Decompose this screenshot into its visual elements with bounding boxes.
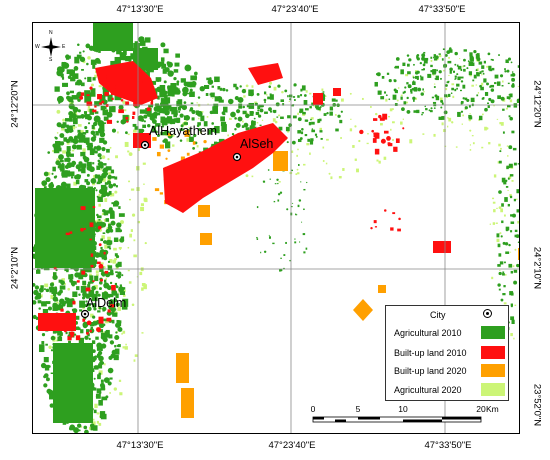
bottom-coord-label: 47°23'40"E [268,440,316,451]
legend-label: Built-up land 2020 [394,366,467,376]
top-coord-label: 47°13'30"E [116,4,164,15]
scale-tick-label: 0 [310,404,316,414]
top-coord-label: 47°33'50"E [418,4,466,15]
legend-swatch [481,326,505,339]
legend-title: City [430,310,446,320]
north-arrow-icon: N S E W [35,30,66,63]
legend-item-agricultural-2020: Agricultural 2020 [394,383,506,397]
legend-swatch [481,364,505,377]
right-coord-label: 24°2'10"N [531,246,543,290]
legend-label: Agricultural 2010 [394,328,462,338]
right-coord-label: 24°12'20"N [531,80,543,128]
legend-label: Agricultural 2020 [394,385,462,395]
legend-item-built-up-2010: Built-up land 2010 [394,346,506,360]
legend-swatch [481,383,505,396]
south-letter: S [49,57,53,63]
scale-unit-label: Km [486,404,499,414]
scale-tick-label: 20 [476,404,486,414]
bottom-coord-label: 47°33'50"E [424,440,472,451]
legend-item-agricultural-2010: Agricultural 2010 [394,326,506,340]
built-up-2010-layer [38,61,451,341]
west-letter: W [35,44,40,50]
scale-tick-label: 10 [398,404,408,414]
legend-swatch [481,346,505,359]
city-label-alseh: AlSeh [240,137,274,151]
bottom-coord-label: 47°13'30"E [116,440,164,451]
map-legend: City Agricultural 2010 Built-up land 201… [385,305,509,401]
left-coord-label: 24°2'10"N [9,246,21,290]
scale-bar-graphic [312,416,482,423]
legend-label: Built-up land 2010 [394,348,467,358]
east-letter: E [62,44,66,50]
city-label-aldelm: AlDelm [86,296,127,310]
map-canvas [33,23,519,433]
legend-item-built-up-2020: Built-up land 2020 [394,364,506,378]
right-coord-label: 23°52'0"N [531,383,543,427]
scale-tick-label: 5 [355,404,361,414]
north-letter: N [49,30,53,36]
city-markers [80,140,242,319]
city-symbol-icon [483,309,492,318]
land-use-map[interactable] [32,22,520,434]
top-coord-label: 47°23'40"E [271,4,319,15]
scale-bar: 0 5 10 20 Km [303,404,513,430]
city-label-alhayathem: AlHayathem [149,124,218,138]
left-coord-label: 24°12'20"N [9,80,21,128]
